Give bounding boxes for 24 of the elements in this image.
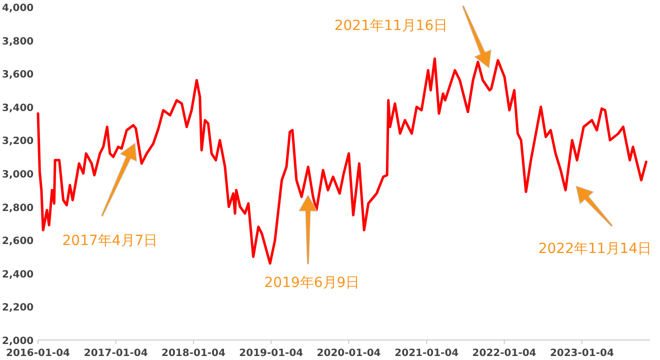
y-tick-label: 2,200 bbox=[2, 302, 34, 314]
annotation: 2022年11月14日 bbox=[538, 241, 652, 257]
x-tick-label: 2020-01-04 bbox=[316, 348, 381, 359]
line-series bbox=[36, 57, 648, 265]
y-tick-label: 3,200 bbox=[2, 136, 34, 148]
y-tick-label: 3,600 bbox=[2, 70, 34, 81]
y-tick-label: 4,000 bbox=[2, 3, 34, 14]
annotation: 2021年11月16日 bbox=[334, 18, 448, 34]
y-tick-label: 2,800 bbox=[2, 202, 34, 214]
y-tick-label: 3,800 bbox=[2, 36, 34, 48]
x-tick-label: 2018-01-04 bbox=[162, 348, 226, 359]
y-tick-label: 2,600 bbox=[2, 236, 34, 248]
annotation: 2017年4月7日 bbox=[62, 233, 158, 249]
y-tick-label: 2,000 bbox=[2, 336, 34, 347]
y-tick-label: 3,000 bbox=[2, 170, 34, 180]
y-tick-label: 3,400 bbox=[2, 102, 34, 114]
y-tick-label: 2,400 bbox=[2, 269, 34, 280]
x-tick-label: 2022-01-04 bbox=[472, 348, 536, 359]
annotation: 2019年6月9日 bbox=[264, 275, 360, 291]
x-tick-label: 2023-01-04 bbox=[550, 348, 614, 359]
x-tick-label: 2016-01-04 bbox=[6, 348, 70, 359]
x-tick-label: 2021-01-04 bbox=[394, 348, 459, 359]
x-tick-label: 2017-01-04 bbox=[84, 348, 148, 359]
x-tick-label: 2019-01-04 bbox=[239, 348, 304, 359]
